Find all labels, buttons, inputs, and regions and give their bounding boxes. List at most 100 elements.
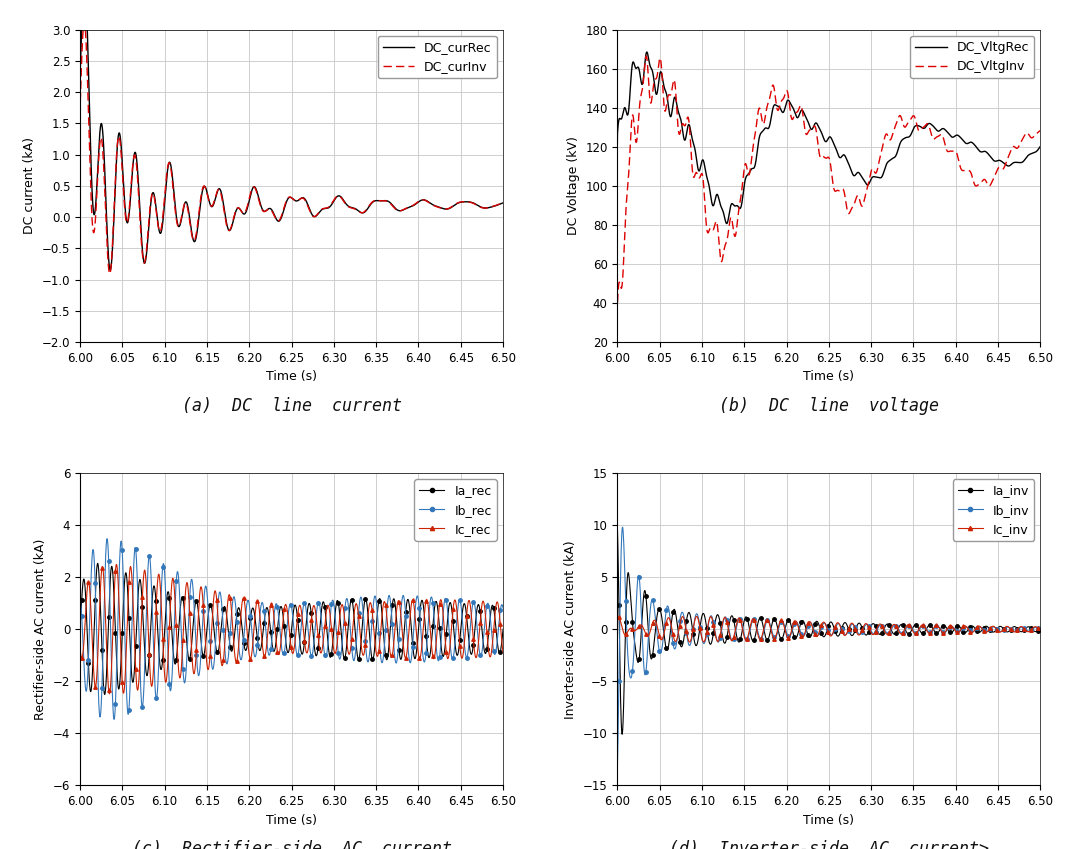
Text: (a)  DC  line  current: (a) DC line current (181, 396, 401, 414)
Ic_rec (265, 599, 277, 610)
Ic_inv (647, 618, 659, 628)
DC_VltgRec (749, 160, 762, 171)
Ib_rec (102, 556, 115, 566)
DC_curInv (103, 269, 116, 279)
Line: DC_VltgInv: DC_VltgInv (592, 56, 1042, 306)
Ib_rec (265, 644, 277, 655)
Ia_rec (163, 593, 176, 603)
Ib_inv (633, 572, 646, 582)
Ia_inv (1031, 626, 1044, 636)
Line: Ia_inv: Ia_inv (590, 594, 1039, 661)
DC_VltgRec (943, 130, 956, 140)
Ia_inv (653, 604, 666, 614)
Ib_rec (467, 597, 480, 607)
DC_curInv (334, 192, 347, 202)
Ia_inv (937, 621, 950, 631)
X-axis label: Time (s): Time (s) (803, 370, 855, 383)
Legend: DC_VltgRec, DC_VltgInv: DC_VltgRec, DC_VltgInv (910, 36, 1034, 78)
Ic_inv (1031, 623, 1044, 633)
Ic_rec (399, 653, 412, 663)
DC_VltgRec (872, 172, 885, 183)
Ib_inv (626, 666, 639, 676)
Ib_inv (586, 624, 599, 634)
Ib_rec (82, 655, 95, 665)
Line: Ib_inv: Ib_inv (590, 576, 1039, 683)
Ia_rec (82, 657, 95, 667)
Ic_inv (781, 633, 794, 643)
Ib_inv (1004, 623, 1017, 633)
DC_VltgInv (1036, 127, 1049, 138)
DC_curInv (498, 197, 511, 207)
DC_VltgInv (640, 51, 653, 61)
DC_VltgRec (608, 142, 621, 152)
Legend: Ia_rec, Ib_rec, Ic_rec: Ia_rec, Ib_rec, Ic_rec (414, 480, 497, 541)
Ib_rec (48, 629, 61, 639)
DC_curRec (334, 192, 347, 202)
Ib_inv (1031, 622, 1044, 633)
DC_VltgInv (943, 146, 956, 156)
Line: DC_curRec: DC_curRec (54, 0, 505, 270)
Ib_rec (129, 544, 142, 554)
DC_curInv (211, 185, 224, 195)
DC_VltgRec (720, 218, 733, 228)
DC_curInv (382, 197, 395, 207)
DC_curInv (407, 200, 419, 211)
Ic_rec (102, 685, 115, 695)
Ic_inv (586, 624, 599, 634)
DC_VltgInv (920, 120, 933, 130)
Ia_inv (619, 616, 632, 627)
Text: (d)  Inverter-side  AC  current>: (d) Inverter-side AC current> (669, 840, 989, 849)
Ia_inv (586, 624, 599, 634)
DC_VltgRec (640, 47, 653, 57)
Ic_rec (115, 678, 128, 688)
Ic_rec (82, 576, 95, 587)
DC_curRec (382, 196, 395, 206)
Line: Ia_rec: Ia_rec (53, 596, 503, 665)
Ib_rec (123, 705, 136, 715)
Ia_rec (48, 599, 61, 610)
Ia_inv (639, 591, 652, 601)
Ic_rec (48, 644, 61, 654)
Ib_inv (612, 676, 625, 686)
DC_VltgRec (1036, 139, 1049, 149)
Ic_inv (754, 634, 767, 644)
DC_VltgInv (749, 130, 762, 140)
X-axis label: Time (s): Time (s) (266, 813, 317, 827)
Y-axis label: DC current (kA): DC current (kA) (23, 138, 36, 234)
DC_VltgInv (611, 301, 624, 311)
Ib_rec (494, 605, 507, 616)
X-axis label: Time (s): Time (s) (266, 370, 317, 383)
DC_curRec (70, 196, 83, 206)
DC_curInv (48, 196, 61, 206)
Ia_inv (801, 630, 814, 640)
DC_curInv (78, 17, 91, 27)
Y-axis label: Rectifier-side AC current (kA): Rectifier-side AC current (kA) (34, 538, 47, 720)
Ic_rec (467, 634, 480, 644)
DC_VltgInv (608, 142, 621, 152)
Line: DC_curInv: DC_curInv (54, 22, 505, 274)
DC_VltgRec (851, 167, 864, 177)
Line: Ic_rec: Ic_rec (53, 566, 503, 692)
Ia_rec (244, 613, 257, 623)
Text: (c)  Rectifier-side  AC  current: (c) Rectifier-side AC current (131, 840, 451, 849)
Line: Ic_inv: Ic_inv (590, 616, 1039, 641)
Legend: Ia_inv, Ib_inv, Ic_inv: Ia_inv, Ib_inv, Ic_inv (953, 480, 1034, 541)
X-axis label: Time (s): Time (s) (803, 813, 855, 827)
DC_VltgInv (586, 142, 599, 152)
Y-axis label: DC Voltage (kV): DC Voltage (kV) (567, 137, 579, 235)
Ic_inv (937, 627, 950, 638)
Ib_inv (653, 646, 666, 656)
DC_curRec (103, 265, 116, 275)
Ic_inv (612, 612, 625, 622)
Ib_inv (781, 631, 794, 641)
Ic_inv (626, 624, 639, 634)
Ib_rec (244, 610, 257, 621)
Ia_inv (1004, 625, 1017, 635)
Legend: DC_curRec, DC_curInv: DC_curRec, DC_curInv (378, 36, 497, 78)
Ib_inv (937, 627, 950, 637)
DC_curRec (315, 205, 328, 216)
DC_VltgInv (851, 191, 864, 201)
DC_curRec (211, 185, 224, 195)
Ic_inv (801, 618, 814, 628)
Ia_rec (399, 606, 412, 616)
